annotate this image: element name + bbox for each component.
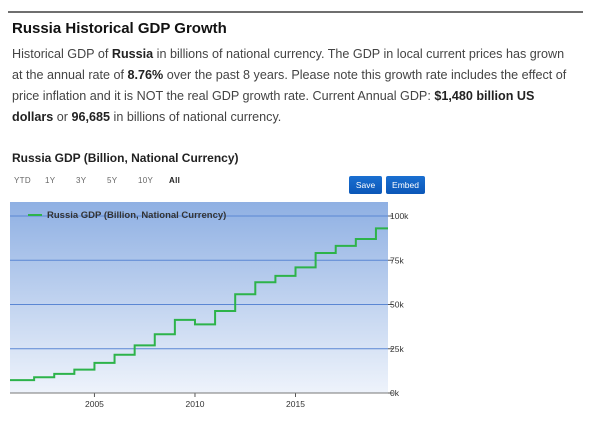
desc-gdp-local: 96,685 [71, 110, 111, 124]
x-tick-label: 2015 [286, 399, 305, 409]
gdp-description: Historical GDP of Russia in billions of … [12, 44, 577, 128]
x-axis: 2005 2010 2015 [10, 392, 388, 409]
range-ytd[interactable]: YTD [14, 176, 31, 185]
embed-button[interactable]: Embed [386, 176, 425, 194]
range-selector: YTD 1Y 3Y 5Y 10Y All [14, 176, 200, 185]
range-all[interactable]: All [169, 176, 181, 185]
desc-growth-rate: 8.76% [127, 68, 164, 82]
y-tick-label: 100k [390, 211, 409, 221]
page-title: Russia Historical GDP Growth [12, 20, 227, 37]
y-tick-label: 50k [390, 300, 404, 310]
y-axis: 0k 25k 50k 75k 100k [388, 211, 409, 398]
desc-text-4: or [53, 110, 72, 124]
grid-lines [10, 215, 388, 350]
gdp-series-line [10, 227, 388, 382]
save-button[interactable]: Save [349, 176, 382, 194]
range-1y[interactable]: 1Y [45, 176, 56, 185]
legend-label: Russia GDP (Billion, National Currency) [47, 210, 226, 221]
top-divider [8, 11, 583, 13]
desc-text-1: Historical GDP of [12, 47, 112, 61]
range-10y[interactable]: 10Y [138, 176, 154, 185]
range-5y[interactable]: 5Y [107, 176, 118, 185]
desc-country: Russia [111, 47, 154, 61]
desc-gdp-usd: $1,480 billion US dollars [12, 89, 535, 124]
desc-text-2: in billions of national currency. The GD… [12, 47, 565, 82]
gdp-chart: 2005 2010 2015 0k 25k 50k 75k 100k Russia GDP … [10, 202, 409, 409]
chart-title: Russia GDP (Billion, National Currency) [12, 151, 239, 165]
desc-text-3: over the past 8 years. Please note this … [12, 68, 567, 103]
x-tick-label: 2005 [85, 399, 104, 409]
y-tick-label: 0k [390, 388, 400, 398]
x-tick-label: 2010 [186, 399, 205, 409]
y-tick-label: 75k [390, 255, 404, 265]
range-3y[interactable]: 3Y [76, 176, 87, 185]
plot-area [10, 202, 388, 393]
y-tick-label: 25k [390, 344, 404, 354]
desc-text-5: in billions of national currency. [110, 110, 282, 124]
